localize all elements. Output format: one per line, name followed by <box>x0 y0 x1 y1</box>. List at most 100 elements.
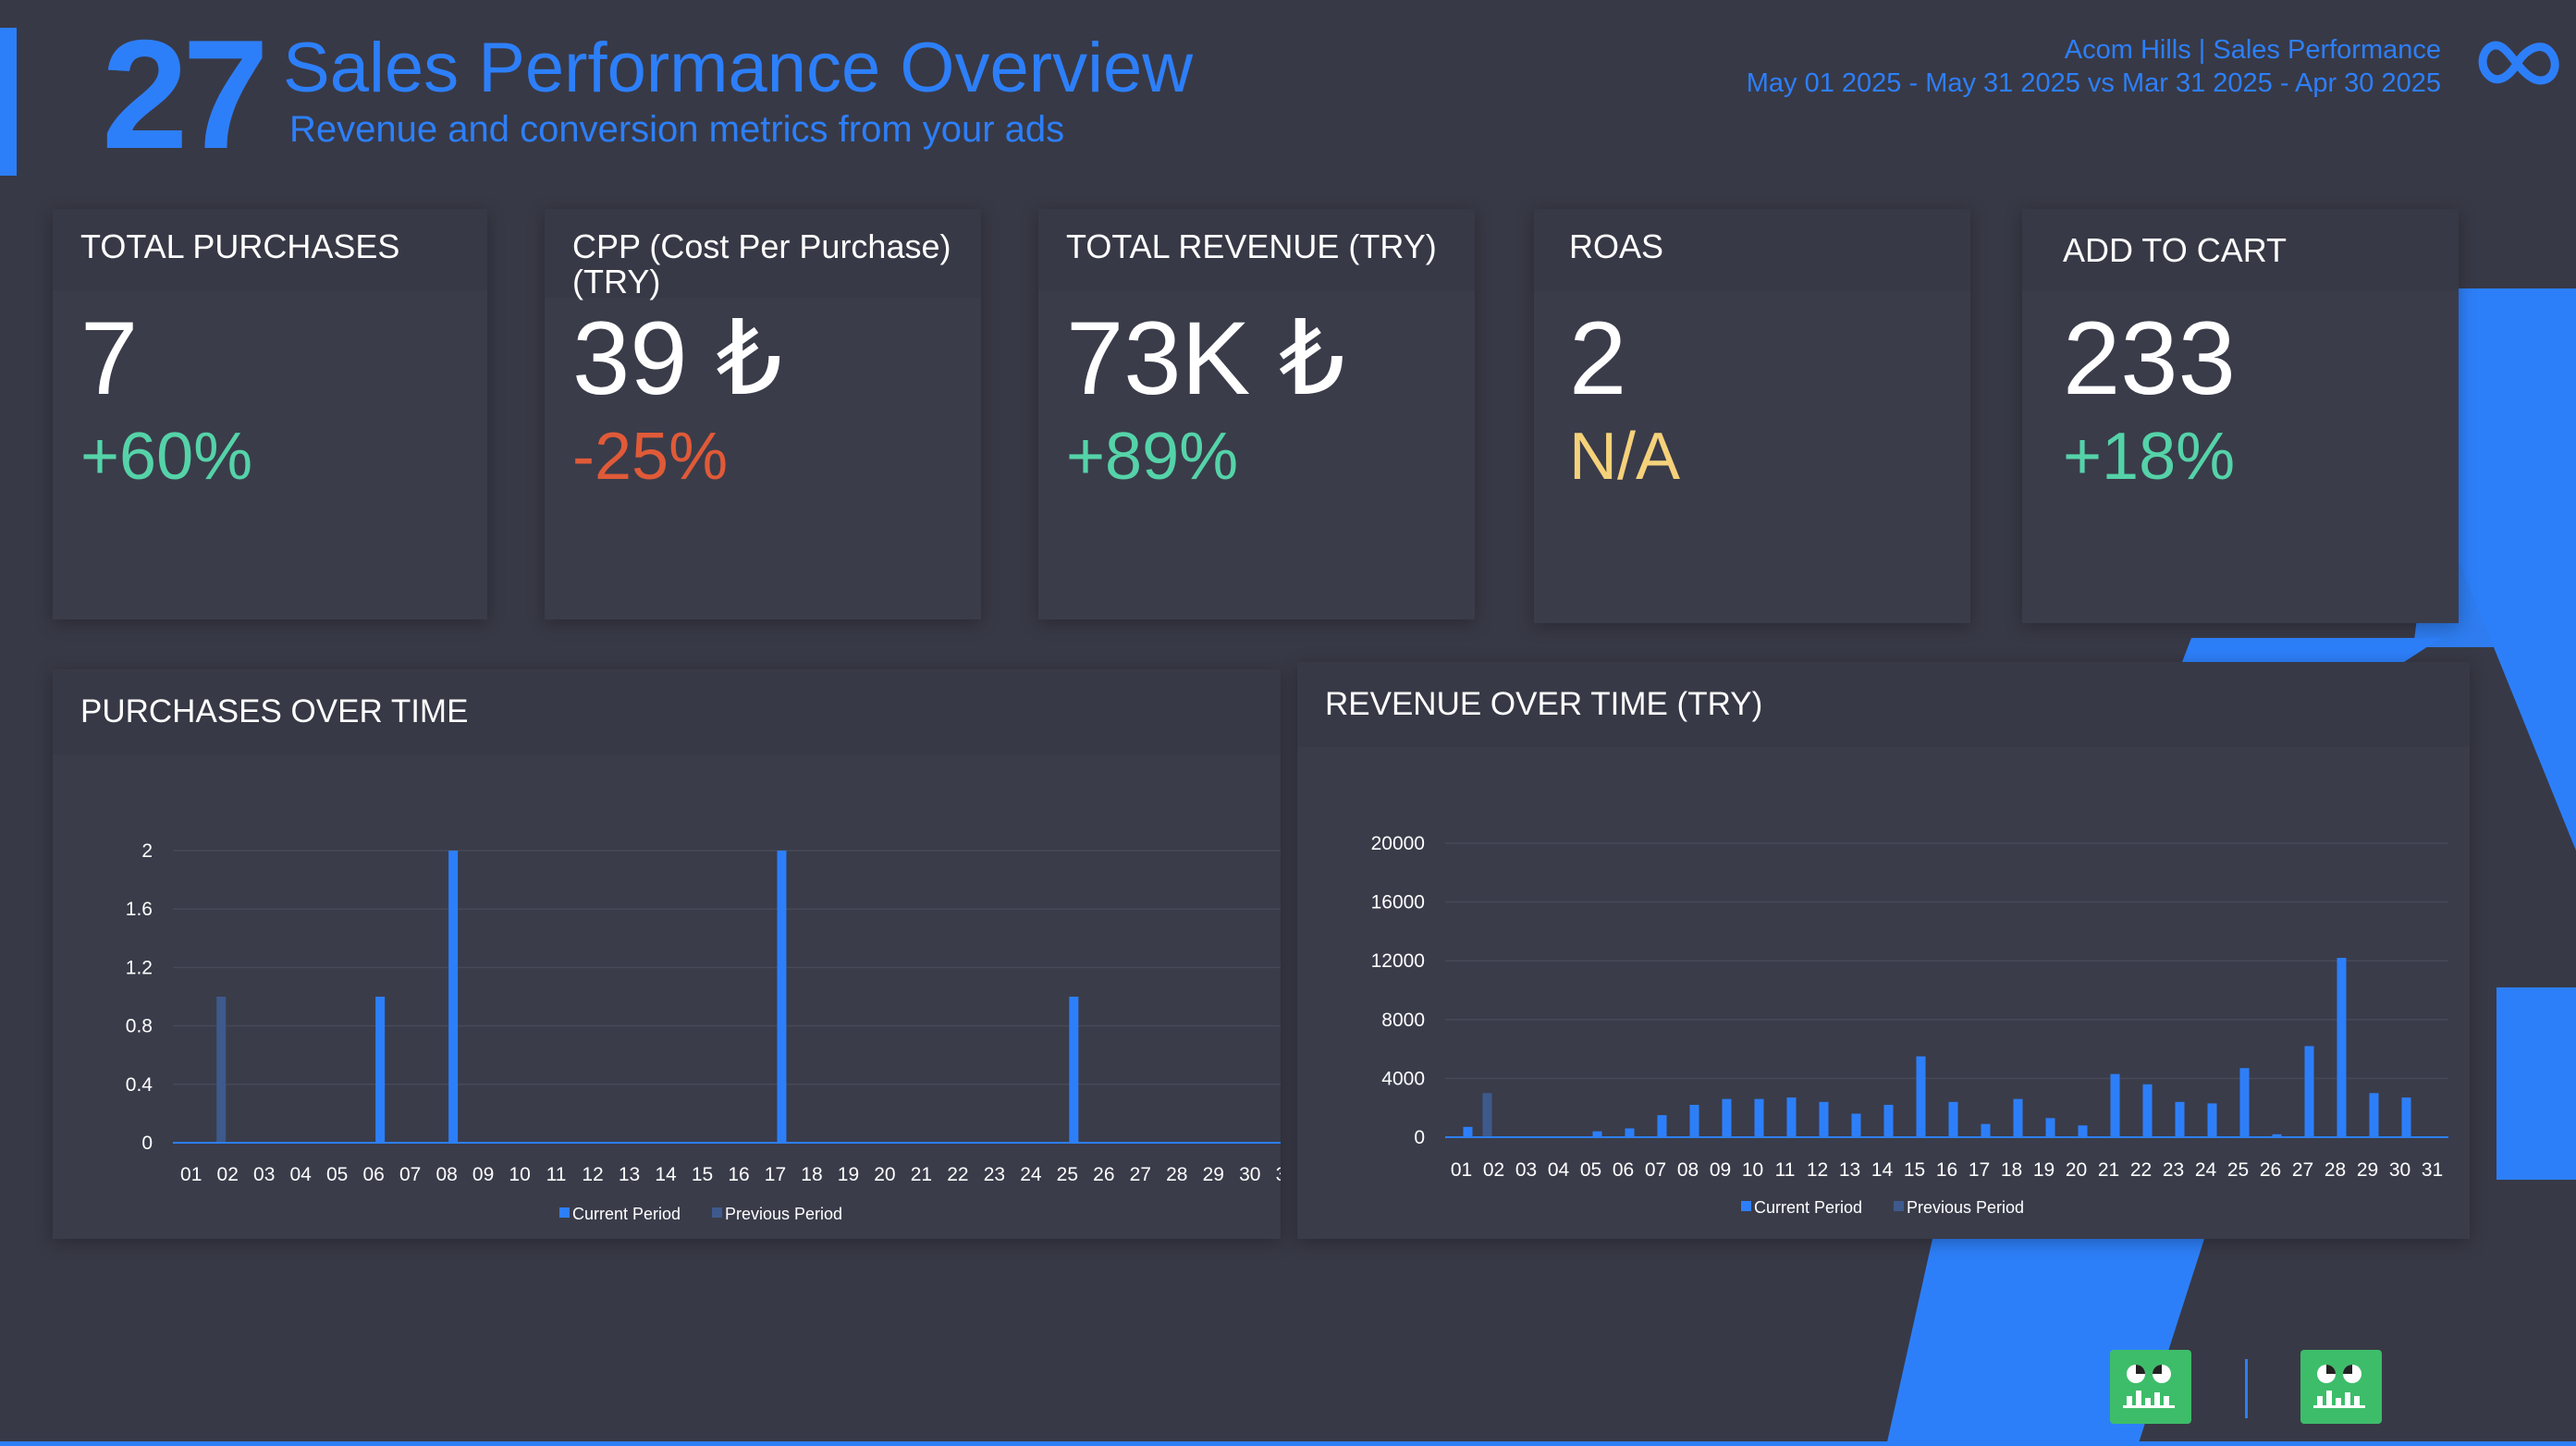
kpi-delta: +89% <box>1066 420 1239 495</box>
bar-current-period <box>1754 1098 1764 1137</box>
x-tick-label: 18 <box>801 1164 822 1185</box>
legend-swatch <box>1894 1201 1904 1211</box>
date-range: May 01 2025 - May 31 2025 vs Mar 31 2025… <box>1746 68 2441 99</box>
bar-previous-period <box>1482 1093 1492 1137</box>
legend-swatch <box>1741 1201 1751 1211</box>
x-tick-label: 28 <box>2325 1159 2346 1181</box>
x-tick-label: 31 <box>2422 1159 2443 1181</box>
bar-current-period <box>375 997 386 1143</box>
y-tick-label: 4000 <box>1381 1068 1425 1089</box>
x-tick-label: 29 <box>1203 1164 1224 1185</box>
x-tick-label: 20 <box>874 1164 895 1185</box>
bar-current-period <box>2369 1093 2379 1137</box>
x-tick-label: 03 <box>1515 1159 1537 1181</box>
bar-current-period <box>1948 1101 1958 1137</box>
x-tick-label: 12 <box>582 1164 603 1185</box>
kpi-delta: +18% <box>2063 420 2236 495</box>
x-tick-label: 30 <box>2389 1159 2410 1181</box>
chart-svg: 0 0.4 0.8 1.2 1.6 2 01 02 03 04 05 06 07 08 09 10 11 12 13… <box>126 840 1281 1223</box>
kpi-value: 73K ₺ <box>1066 300 1345 416</box>
kpi-label: CPP (Cost Per Purchase) (TRY) <box>545 209 981 299</box>
x-tick-label: 29 <box>2357 1159 2378 1181</box>
kpi-delta: -25% <box>572 420 729 495</box>
y-tick-label: 12000 <box>1371 950 1425 972</box>
x-tick-label: 27 <box>2292 1159 2313 1181</box>
brand-name: Acom Hills | Sales Performance <box>2064 35 2441 65</box>
x-tick-label: 03 <box>253 1164 275 1185</box>
bar-current-period <box>1625 1128 1635 1137</box>
x-tick-label: 17 <box>765 1164 786 1185</box>
kpi-card-cpp: CPP (Cost Per Purchase) (TRY) 39 ₺ -25% <box>545 209 981 619</box>
x-tick-label: 22 <box>2130 1159 2152 1181</box>
x-tick-label: 09 <box>472 1164 494 1185</box>
y-tick-label: 20000 <box>1371 833 1425 854</box>
y-tick-label: 16000 <box>1371 892 1425 913</box>
kpi-value: 2 <box>1569 300 1627 416</box>
x-tick-label: 04 <box>1548 1159 1570 1181</box>
x-tick-label: 01 <box>1451 1159 1472 1181</box>
legend-label: Previous Period <box>725 1205 842 1223</box>
bar-current-period <box>2110 1073 2120 1137</box>
chart-title: REVENUE OVER TIME (TRY) <box>1297 662 2470 747</box>
x-tick-label: 10 <box>1742 1159 1763 1181</box>
legend-label: Current Period <box>572 1205 681 1223</box>
day-number: 27 <box>102 7 269 181</box>
bar-current-period <box>1689 1105 1699 1137</box>
y-tick-label: 0 <box>1414 1127 1425 1148</box>
x-tick-label: 20 <box>2066 1159 2087 1181</box>
bar-previous-period <box>216 997 227 1143</box>
bar-current-period <box>2175 1101 2185 1137</box>
x-tick-label: 30 <box>1239 1164 1260 1185</box>
x-tick-label: 11 <box>1775 1159 1796 1181</box>
x-tick-label: 23 <box>984 1164 1005 1185</box>
x-tick-label: 01 <box>180 1164 202 1185</box>
chart-svg: 0 4000 8000 12000 16000 20000 01 02 03 04 05 06 07 08… <box>1371 833 2448 1217</box>
x-tick-label: 24 <box>2195 1159 2217 1181</box>
x-tick-label: 17 <box>1969 1159 1990 1181</box>
kpi-value: 233 <box>2063 300 2236 416</box>
x-tick-label: 06 <box>1613 1159 1634 1181</box>
x-tick-label: 26 <box>1093 1164 1114 1185</box>
x-tick-label: 15 <box>692 1164 713 1185</box>
chart-title: PURCHASES OVER TIME <box>53 669 1281 754</box>
bar-current-period <box>2401 1097 2411 1137</box>
x-tick-label: 18 <box>2001 1159 2022 1181</box>
purchases-chart-panel: 0 0.4 0.8 1.2 1.6 2 01 02 03 04 05 06 07 08 09 10 11 12 13… <box>53 669 1281 1239</box>
y-tick-label: 0.8 <box>126 1016 153 1037</box>
x-tick-label: 02 <box>217 1164 239 1185</box>
x-tick-label: 12 <box>1807 1159 1828 1181</box>
y-tick-label: 1.6 <box>126 899 153 920</box>
bar-current-period <box>1851 1113 1861 1137</box>
legend-swatch <box>559 1207 570 1218</box>
page-subtitle: Revenue and conversion metrics from your… <box>289 109 1065 150</box>
bar-current-period <box>2207 1103 2217 1137</box>
app-logo-icon <box>2110 1350 2191 1424</box>
x-tick-label: 13 <box>619 1164 640 1185</box>
bar-current-period <box>1722 1098 1732 1137</box>
x-tick-label: 05 <box>1580 1159 1601 1181</box>
kpi-delta: +60% <box>80 420 253 495</box>
x-tick-label: 24 <box>1020 1164 1042 1185</box>
kpi-card-total-purchases: TOTAL PURCHASES 7 +60% <box>53 209 487 619</box>
legend-label: Current Period <box>1754 1198 1862 1217</box>
kpi-delta: N/A <box>1569 420 1681 495</box>
kpi-value: 39 ₺ <box>572 300 782 416</box>
x-tick-label: 16 <box>728 1164 749 1185</box>
x-tick-label: 23 <box>2163 1159 2184 1181</box>
y-tick-label: 0.4 <box>126 1074 153 1096</box>
bar-current-period <box>1883 1105 1894 1137</box>
x-tick-label: 04 <box>290 1164 313 1185</box>
app-logo-icon <box>2300 1350 2382 1424</box>
bar-current-period <box>2239 1068 2250 1137</box>
bottom-accent-line <box>0 1441 2576 1446</box>
x-tick-label: 16 <box>1936 1159 1957 1181</box>
kpi-card-roas: ROAS 2 N/A <box>1534 209 1970 623</box>
x-tick-label: 14 <box>1871 1159 1894 1181</box>
bar-current-period <box>1592 1131 1602 1137</box>
icon-divider <box>2245 1359 2248 1418</box>
x-tick-label: 27 <box>1130 1164 1151 1185</box>
revenue-chart-panel: 0 4000 8000 12000 16000 20000 01 02 03 04 05 06 07 08… <box>1297 662 2470 1239</box>
bar-current-period <box>777 851 787 1143</box>
y-tick-label: 0 <box>141 1133 153 1154</box>
bar-current-period <box>1916 1056 1926 1137</box>
